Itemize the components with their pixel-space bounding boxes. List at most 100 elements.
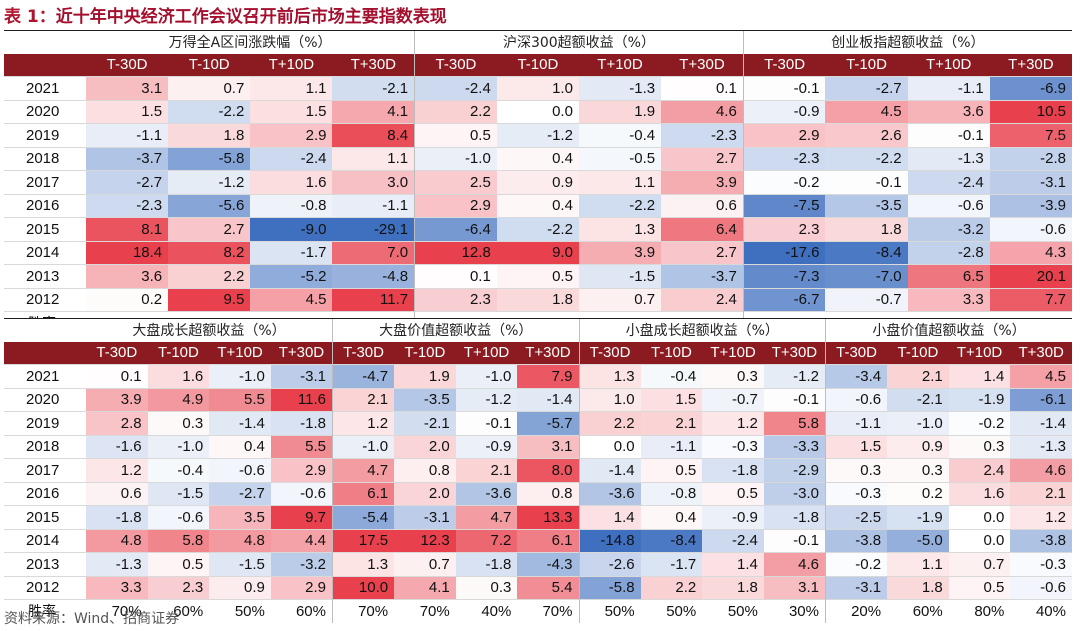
value-cell: 1.0 (578, 387, 641, 412)
value-cell: 0.3 (702, 364, 764, 388)
value-cell: -0.1 (825, 170, 908, 194)
win-rate-cell: 80% (948, 599, 1011, 623)
value-cell: 9.5 (168, 287, 251, 312)
value-cell: -2.4 (250, 146, 333, 171)
value-cell: -0.8 (250, 193, 333, 218)
value-cell: 0.8 (517, 481, 579, 506)
value-cell: 0.5 (640, 458, 703, 482)
value-cell: -14.8 (578, 528, 641, 553)
value-cell: -0.7 (702, 387, 764, 412)
value-cell: 2.1 (1010, 481, 1072, 506)
win-rate-cell: 20% (825, 599, 888, 623)
value-cell: 5.8 (147, 528, 210, 553)
value-cell: -5.2 (250, 264, 333, 288)
column-header: T-30D (86, 341, 148, 365)
value-cell: 7.9 (517, 364, 579, 388)
value-cell: 1.2 (332, 411, 395, 435)
value-cell: -1.8 (86, 505, 148, 529)
value-cell: -0.2 (825, 552, 888, 576)
value-cell: 1.8 (496, 287, 579, 312)
value-cell: 2.1 (887, 364, 949, 388)
value-cell: -5.8 (578, 575, 641, 600)
column-header: T-30D (825, 341, 888, 365)
value-cell: -2.2 (825, 146, 908, 171)
table-row: 2016 -2.3 -5.6 -0.8 -1.1 2.9 0.4 -2.2 0.6 -7.5 -3.… (4, 193, 1072, 218)
win-rate-cell: 50% (209, 599, 271, 623)
value-cell: -0.3 (1010, 552, 1072, 576)
value-cell: -6.4 (414, 217, 497, 241)
value-cell: 0.7 (948, 552, 1011, 576)
value-cell: 2.0 (394, 481, 456, 506)
column-header: T-10D (168, 53, 251, 77)
row-year: 2021 (4, 76, 86, 100)
value-cell: 3.5 (209, 505, 271, 529)
value-cell: -8.4 (825, 240, 908, 265)
win-rate-cell: 60% (887, 599, 949, 623)
win-rate-cell: 60% (270, 599, 333, 623)
value-cell: 0.0 (578, 434, 641, 459)
value-cell: 8.4 (332, 123, 415, 147)
value-cell: -3.1 (989, 170, 1072, 194)
value-cell: 0.5 (147, 552, 210, 576)
value-cell: 1.5 (825, 434, 888, 459)
value-cell: 2.9 (270, 458, 333, 482)
group-header: 大盘价值超额收益（%） (332, 318, 579, 342)
value-cell: -3.5 (825, 193, 908, 218)
row-year: 2021 (4, 364, 86, 388)
value-cell: 2.2 (640, 575, 703, 600)
value-cell: 2.7 (168, 217, 251, 241)
win-rate-cell: 70% (86, 599, 148, 623)
value-cell: 13.3 (517, 505, 579, 529)
column-header: T-10D (887, 341, 949, 365)
table-row: 2017 1.2 -0.4 -0.6 2.9 4.7 0.8 2.1 8.0 -1.4 0.5 -1.… (4, 458, 1072, 482)
column-header: T-30D (742, 53, 826, 77)
value-cell: -7.5 (742, 193, 826, 218)
value-cell: 0.6 (661, 193, 744, 218)
value-cell: -2.1 (394, 411, 456, 435)
value-cell: -5.4 (332, 505, 395, 529)
row-year: 2016 (4, 481, 86, 506)
row-year: 2013 (4, 552, 86, 576)
value-cell: -0.2 (742, 170, 826, 194)
group-header: 大盘成长超额收益（%） (86, 318, 333, 342)
value-cell: 4.6 (661, 99, 744, 124)
row-year: 2017 (4, 458, 86, 482)
table-row: 2019 -1.1 1.8 2.9 8.4 0.5 -1.2 -0.4 -2.3 2.9 2.6 -0… (4, 123, 1072, 147)
value-cell: -9.0 (250, 217, 333, 241)
value-cell: 7.7 (989, 287, 1072, 312)
value-cell: -2.3 (86, 193, 169, 218)
win-rate-cell: 70% (394, 599, 456, 623)
row-year: 2016 (4, 193, 86, 218)
value-cell: 2.5 (414, 170, 497, 194)
value-cell: -0.9 (702, 505, 764, 529)
value-cell: -2.8 (907, 240, 990, 265)
value-cell: 5.4 (517, 575, 579, 600)
column-header: T+10D (702, 341, 764, 365)
table-title-text: 近十年中央经济工作会议召开前后市场主要指数表现 (55, 7, 447, 27)
value-cell: -2.7 (209, 481, 271, 506)
value-cell: -0.6 (989, 217, 1072, 241)
value-cell: 0.0 (496, 99, 579, 124)
value-cell: -0.1 (763, 528, 826, 553)
value-cell: 0.5 (702, 481, 764, 506)
value-cell: -2.4 (414, 76, 497, 100)
value-cell: 0.5 (496, 264, 579, 288)
win-rate-label: 胜率 (4, 599, 86, 623)
value-cell: 4.1 (394, 575, 456, 600)
value-cell: -3.1 (825, 575, 888, 600)
value-cell: 3.9 (578, 240, 662, 265)
value-cell: 0.0 (948, 505, 1011, 529)
column-header: T+30D (332, 53, 415, 77)
value-cell: 1.8 (702, 575, 764, 600)
value-cell: 10.5 (989, 99, 1072, 124)
value-cell: 9.0 (496, 240, 579, 265)
value-cell: -1.9 (948, 387, 1011, 412)
row-year: 2012 (4, 575, 86, 600)
column-header: T-10D (640, 341, 703, 365)
value-cell: -1.3 (907, 146, 990, 171)
table-row: 2018 -3.7 -5.8 -2.4 1.1 -1.0 0.4 -0.5 2.7 -2.3 -2.… (4, 146, 1072, 171)
value-cell: -4.8 (332, 264, 415, 288)
value-cell: 7.2 (455, 528, 518, 553)
value-cell: -3.6 (455, 481, 518, 506)
value-cell: 0.4 (640, 505, 703, 529)
